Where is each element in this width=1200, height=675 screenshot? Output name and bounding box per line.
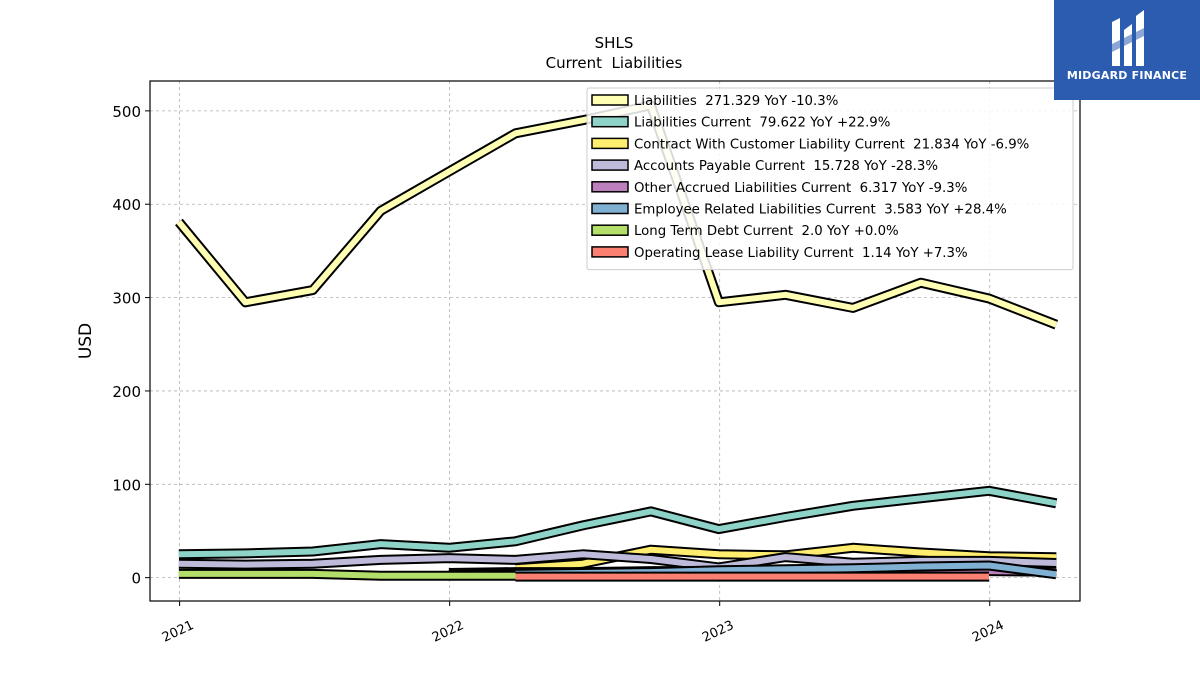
legend-label: Employee Related Liabilities Current 3.5… (634, 203, 1007, 218)
series-stroke (178, 487, 1057, 558)
chart-subtitle: Current Liabilities (546, 54, 683, 72)
legend-label: Operating Lease Liability Current 1.14 Y… (634, 246, 968, 261)
legend-swatch (591, 137, 629, 150)
legend-swatch (591, 94, 629, 106)
legend-swatch (591, 202, 629, 215)
y-tick-label: 500 (112, 103, 141, 121)
legend-label: Accounts Payable Current 15.728 YoY -28.… (634, 159, 938, 174)
brand-name: MIDGARD FINANCE (1066, 69, 1188, 82)
legend-label: Liabilities 271.329 YoY -10.3% (634, 94, 838, 109)
y-tick-label: 0 (131, 570, 141, 588)
legend-swatch (591, 115, 629, 128)
y-tick-label: 300 (112, 290, 141, 308)
series-line-4 (178, 549, 1057, 573)
legend-box (586, 87, 1074, 271)
x-tick-label: 2023 (700, 618, 736, 646)
chart-title: SHLS (595, 34, 634, 52)
x-tick-label: 2024 (970, 618, 1006, 646)
series-line-2 (178, 485, 1058, 560)
legend-label: Other Accrued Liabilities Current 6.317 … (634, 181, 967, 196)
y-axis-label: USD (76, 323, 96, 359)
brand-logo: MIDGARD FINANCE (1054, 0, 1200, 100)
legend-label: Long Term Debt Current 2.0 YoY +0.0% (634, 224, 899, 239)
plot-frame (149, 80, 1081, 602)
y-tick-label: 100 (112, 476, 141, 494)
legend: Liabilities 271.329 YoY -10.3% Liabilitie… (586, 87, 1074, 271)
legend-swatch (591, 181, 629, 193)
x-tick-label: 2021 (160, 618, 196, 646)
legend-swatch (591, 224, 629, 236)
series-line-7 (178, 568, 516, 581)
series-layer (175, 100, 1059, 582)
legend-label: Contract With Customer Liability Current… (634, 137, 1029, 152)
y-tick-label: 200 (112, 383, 141, 401)
y-tick-label: 400 (112, 196, 141, 214)
brand-mark-icon (1112, 10, 1144, 66)
legend-swatch (591, 159, 629, 171)
legend-swatch (591, 246, 629, 258)
legend-label: Liabilities Current 79.622 YoY +22.9% (634, 116, 890, 131)
x-tick-label: 2022 (430, 618, 466, 646)
series-stroke (178, 570, 516, 579)
series-stroke (178, 551, 1057, 571)
